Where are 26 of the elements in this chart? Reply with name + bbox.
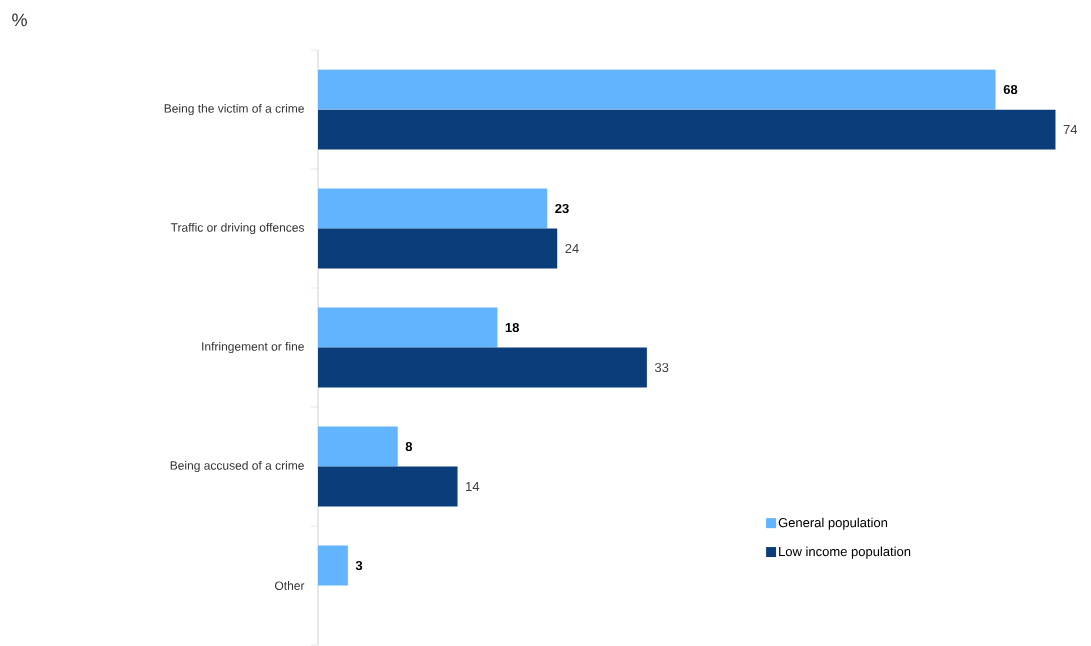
bar	[318, 188, 548, 229]
y-tick-label: Traffic or driving offences	[170, 222, 305, 235]
y-tick-label: Being the victim of a crime	[164, 103, 304, 116]
data-label: 23	[555, 203, 569, 214]
bar	[318, 466, 458, 507]
bar	[318, 545, 348, 586]
legend-label: Low income population	[779, 546, 911, 559]
data-label: 8	[405, 441, 413, 452]
data-label: 18	[505, 322, 519, 333]
data-label: 74	[1063, 125, 1078, 134]
data-label: 14	[466, 482, 480, 491]
bar	[318, 307, 498, 348]
data-label: 24	[565, 243, 579, 254]
bar	[318, 69, 996, 110]
data-label: 68	[1003, 84, 1018, 95]
data-label: 3	[355, 560, 363, 571]
bar	[318, 426, 398, 467]
y-tick-label: Being accused of a crime	[170, 460, 304, 473]
y-tick-label: Other	[275, 581, 305, 590]
text: %	[12, 13, 27, 27]
bar	[318, 347, 647, 388]
y-tick-label: Infringement or fine	[202, 341, 304, 354]
bar	[318, 228, 558, 269]
legend-label: General population	[778, 517, 888, 530]
bar	[318, 109, 1056, 150]
data-label: 33	[654, 362, 669, 373]
